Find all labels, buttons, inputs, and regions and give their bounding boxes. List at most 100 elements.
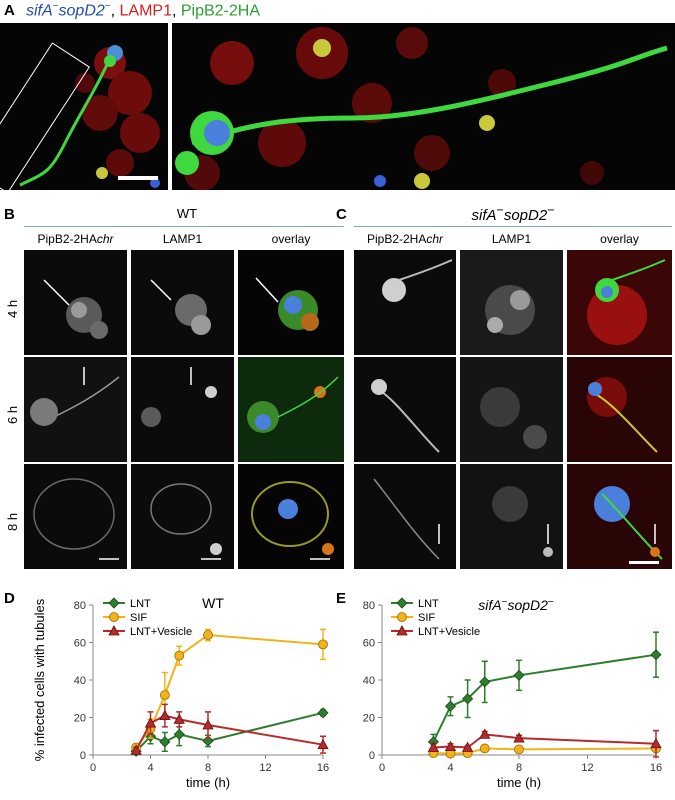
panel-B-letter: B — [4, 206, 15, 223]
legend-label: SIF — [418, 612, 435, 624]
panel-A-title-part-2: sopD2 — [58, 2, 105, 20]
marker-diamond — [444, 700, 457, 712]
y-tick-label: 40 — [74, 675, 86, 687]
panel-A-title-part-4: , — [110, 2, 120, 20]
panel-B-title-rule — [24, 226, 344, 227]
micrograph-B-6h-overlay — [238, 357, 344, 462]
x-tick-label: 8 — [516, 762, 522, 774]
x-tick-label: 0 — [379, 762, 385, 774]
micrograph-B-4h-pipb2 — [24, 250, 127, 355]
marker-circle — [514, 744, 524, 755]
panel-C-col-label-2: LAMP1 — [491, 232, 532, 246]
legend-label: LNT — [418, 598, 439, 610]
marker-circle — [109, 612, 119, 622]
micrograph-C-row2-overlay — [567, 357, 672, 462]
micrograph-B-6h-pipb2 — [24, 357, 127, 462]
scale-bar — [118, 176, 158, 180]
x-tick-label: 8 — [205, 762, 211, 774]
x-tick-label: 16 — [317, 762, 329, 774]
panel-B-col-label-2: LAMP1 — [162, 232, 203, 246]
marker-triangle — [130, 744, 142, 755]
marker-circle — [479, 743, 490, 754]
chart-title-part: sopD2 — [507, 597, 548, 613]
x-tick-label: 12 — [259, 762, 271, 774]
scale-bar — [629, 561, 659, 564]
micrograph-B-8h-overlay — [238, 464, 344, 569]
marker-circle — [397, 612, 407, 622]
micrograph-C-row3-lamp1 — [460, 464, 563, 569]
marker-circle — [159, 690, 170, 700]
micrograph-C-row3-overlay — [567, 464, 672, 569]
chart-title-part: − — [502, 597, 508, 608]
micrograph-C-row3-pipb2 — [354, 464, 456, 569]
panel-B-group-title: WT — [176, 206, 198, 221]
x-tick-label: 4 — [447, 762, 453, 774]
series-line-LNT+Vesicle — [135, 714, 324, 751]
marker-triangle — [144, 717, 157, 728]
marker-triangle — [479, 728, 491, 739]
panel-B-row-label-2: 6 h — [5, 405, 20, 424]
micrograph-B-6h-lamp1 — [131, 357, 234, 462]
micrograph-C-row2-pipb2 — [354, 357, 456, 462]
y-axis-label: % infected cells with tubules — [32, 598, 47, 761]
x-tick-label: 16 — [650, 762, 662, 774]
zoom-micrograph-image — [172, 23, 675, 190]
overview-micrograph-image — [0, 23, 168, 190]
panel-A-title-part-0: sifA — [26, 2, 53, 20]
marker-diamond — [462, 693, 474, 705]
panel-B-col-label-1: PipB2-2HAchr — [37, 232, 114, 246]
panel-A-title-part-1: − — [52, 1, 59, 12]
marker-diamond — [396, 597, 408, 609]
marker-triangle — [173, 713, 185, 724]
panel-A-title-part-7: PipB2-2HA — [180, 2, 261, 20]
x-axis-label: time (h) — [186, 775, 230, 790]
chart-title-part: sifA — [478, 597, 501, 613]
marker-triangle — [461, 741, 474, 752]
panel-A-zoom-micrograph — [172, 23, 675, 190]
panel-B-row-label-1: 4 h — [5, 299, 20, 318]
marker-circle — [174, 650, 185, 661]
panel-A-title-part-3: − — [104, 1, 111, 12]
panel-A-overview-micrograph — [0, 23, 168, 190]
marker-diamond — [108, 597, 120, 609]
x-tick-label: 4 — [147, 762, 153, 774]
marker-triangle — [513, 732, 525, 743]
y-tick-label: 80 — [363, 600, 375, 612]
marker-triangle — [444, 740, 457, 751]
marker-diamond — [317, 707, 329, 719]
marker-triangle — [427, 741, 440, 752]
micrograph-B-8h-pipb2 — [24, 464, 127, 569]
series-line-LNT — [432, 653, 657, 743]
chart-D: 0 4 8 12 16 0 20 40 60 80 time (h) % infected cells… — [32, 595, 329, 790]
panel-C-title-rule — [354, 226, 672, 227]
marker-triangle — [202, 719, 214, 730]
micrograph-C-row1-lamp1 — [460, 250, 563, 355]
y-tick-label: 80 — [74, 600, 86, 612]
panel-A-title-part-6: , — [171, 2, 181, 20]
y-tick-label: 0 — [369, 750, 375, 762]
legend-label: SIF — [130, 612, 147, 624]
marker-triangle — [317, 738, 329, 750]
x-axis-label: time (h) — [497, 775, 541, 790]
y-tick-label: 20 — [74, 713, 86, 725]
marker-diamond — [159, 736, 171, 748]
marker-diamond — [650, 649, 662, 661]
marker-triangle — [396, 625, 408, 636]
panel-C-group-title: sifA−sopD2− — [471, 203, 555, 224]
y-tick-label: 0 — [80, 750, 86, 762]
y-tick-label: 60 — [363, 638, 375, 650]
micrograph-C-row2-lamp1 — [460, 357, 563, 462]
panel-B-col-label-3: overlay — [271, 232, 311, 246]
panel-C-col-label-1: PipB2-2HAchr — [366, 232, 444, 246]
marker-diamond — [479, 676, 491, 688]
panel-B-row-label-3: 8 h — [5, 512, 20, 531]
micrograph-B-8h-lamp1 — [131, 464, 234, 569]
marker-diamond — [173, 728, 185, 740]
legend-label: LNT+Vesicle — [130, 626, 192, 638]
marker-circle — [203, 630, 213, 640]
panel-E-letter: E — [336, 590, 347, 607]
micrograph-B-4h-lamp1 — [131, 250, 234, 355]
panel-D-letter: D — [4, 590, 15, 607]
marker-circle — [318, 639, 328, 650]
